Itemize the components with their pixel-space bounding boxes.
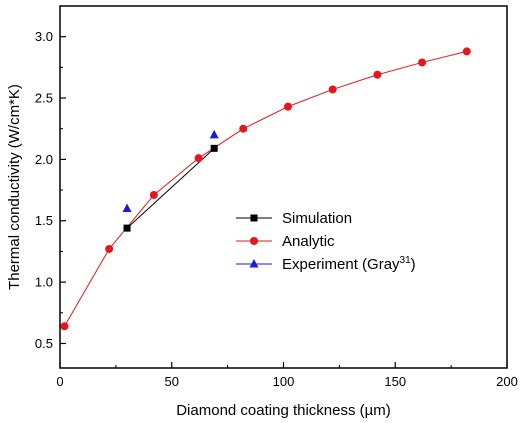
data-point-analytic xyxy=(418,58,427,67)
plot-markers xyxy=(60,47,471,331)
y-axis-label: Thermal conductivity (W/cm*K) xyxy=(6,84,23,290)
plot-frame xyxy=(59,5,508,369)
data-point-analytic xyxy=(328,85,337,94)
legend-label-suffix: ) xyxy=(411,256,416,273)
data-point-experiment-gray xyxy=(122,203,132,212)
legend-marker-experiment-gray xyxy=(249,259,259,268)
x-axis-label: Diamond coating thickness (µm) xyxy=(176,402,391,419)
legend-label-analytic: Analytic xyxy=(282,233,335,250)
x-axis-ticks: 0 50 100 150 200 xyxy=(56,362,518,389)
y-tick-label: 0.5 xyxy=(35,336,53,351)
plot-lines xyxy=(64,50,467,327)
legend-label-experiment-gray: Experiment (Gray31) xyxy=(282,255,416,273)
x-tick-label: 150 xyxy=(384,374,406,389)
legend: Simulation Analytic Experiment (Gray31) xyxy=(236,210,416,273)
y-tick-label: 1.0 xyxy=(35,275,53,290)
y-tick-label: 2.0 xyxy=(35,152,53,167)
legend-label-text: Experiment (Gray xyxy=(282,256,400,273)
legend-label-simulation: Simulation xyxy=(282,210,352,227)
y-tick-label: 2.5 xyxy=(35,91,53,106)
legend-label-text: Simulation xyxy=(282,210,352,227)
legend-marker-simulation xyxy=(250,214,258,222)
series-line-analytic xyxy=(64,50,467,327)
y-tick-label: 3.0 xyxy=(35,29,53,44)
y-tick-label: 1.5 xyxy=(35,213,53,228)
data-point-simulation xyxy=(210,144,218,152)
y-axis-ticks: 0.5 1.0 1.5 2.0 2.5 3.0 xyxy=(35,29,66,351)
data-point-experiment-gray xyxy=(209,129,219,139)
legend-label-text: Analytic xyxy=(282,233,335,250)
data-point-analytic xyxy=(105,244,114,253)
x-tick-label: 100 xyxy=(273,374,295,389)
data-point-analytic xyxy=(194,154,203,163)
data-point-analytic xyxy=(283,102,292,111)
data-point-analytic xyxy=(373,70,382,79)
x-tick-label: 200 xyxy=(496,374,518,389)
x-tick-label: 50 xyxy=(165,374,179,389)
data-point-analytic xyxy=(149,190,158,199)
data-point-analytic xyxy=(239,124,248,133)
legend-label-superscript: 31 xyxy=(400,255,412,266)
data-point-analytic xyxy=(60,322,69,331)
legend-marker-analytic xyxy=(250,237,258,245)
x-tick-label: 0 xyxy=(56,374,63,389)
data-point-simulation xyxy=(123,224,131,232)
data-point-analytic xyxy=(462,47,471,56)
